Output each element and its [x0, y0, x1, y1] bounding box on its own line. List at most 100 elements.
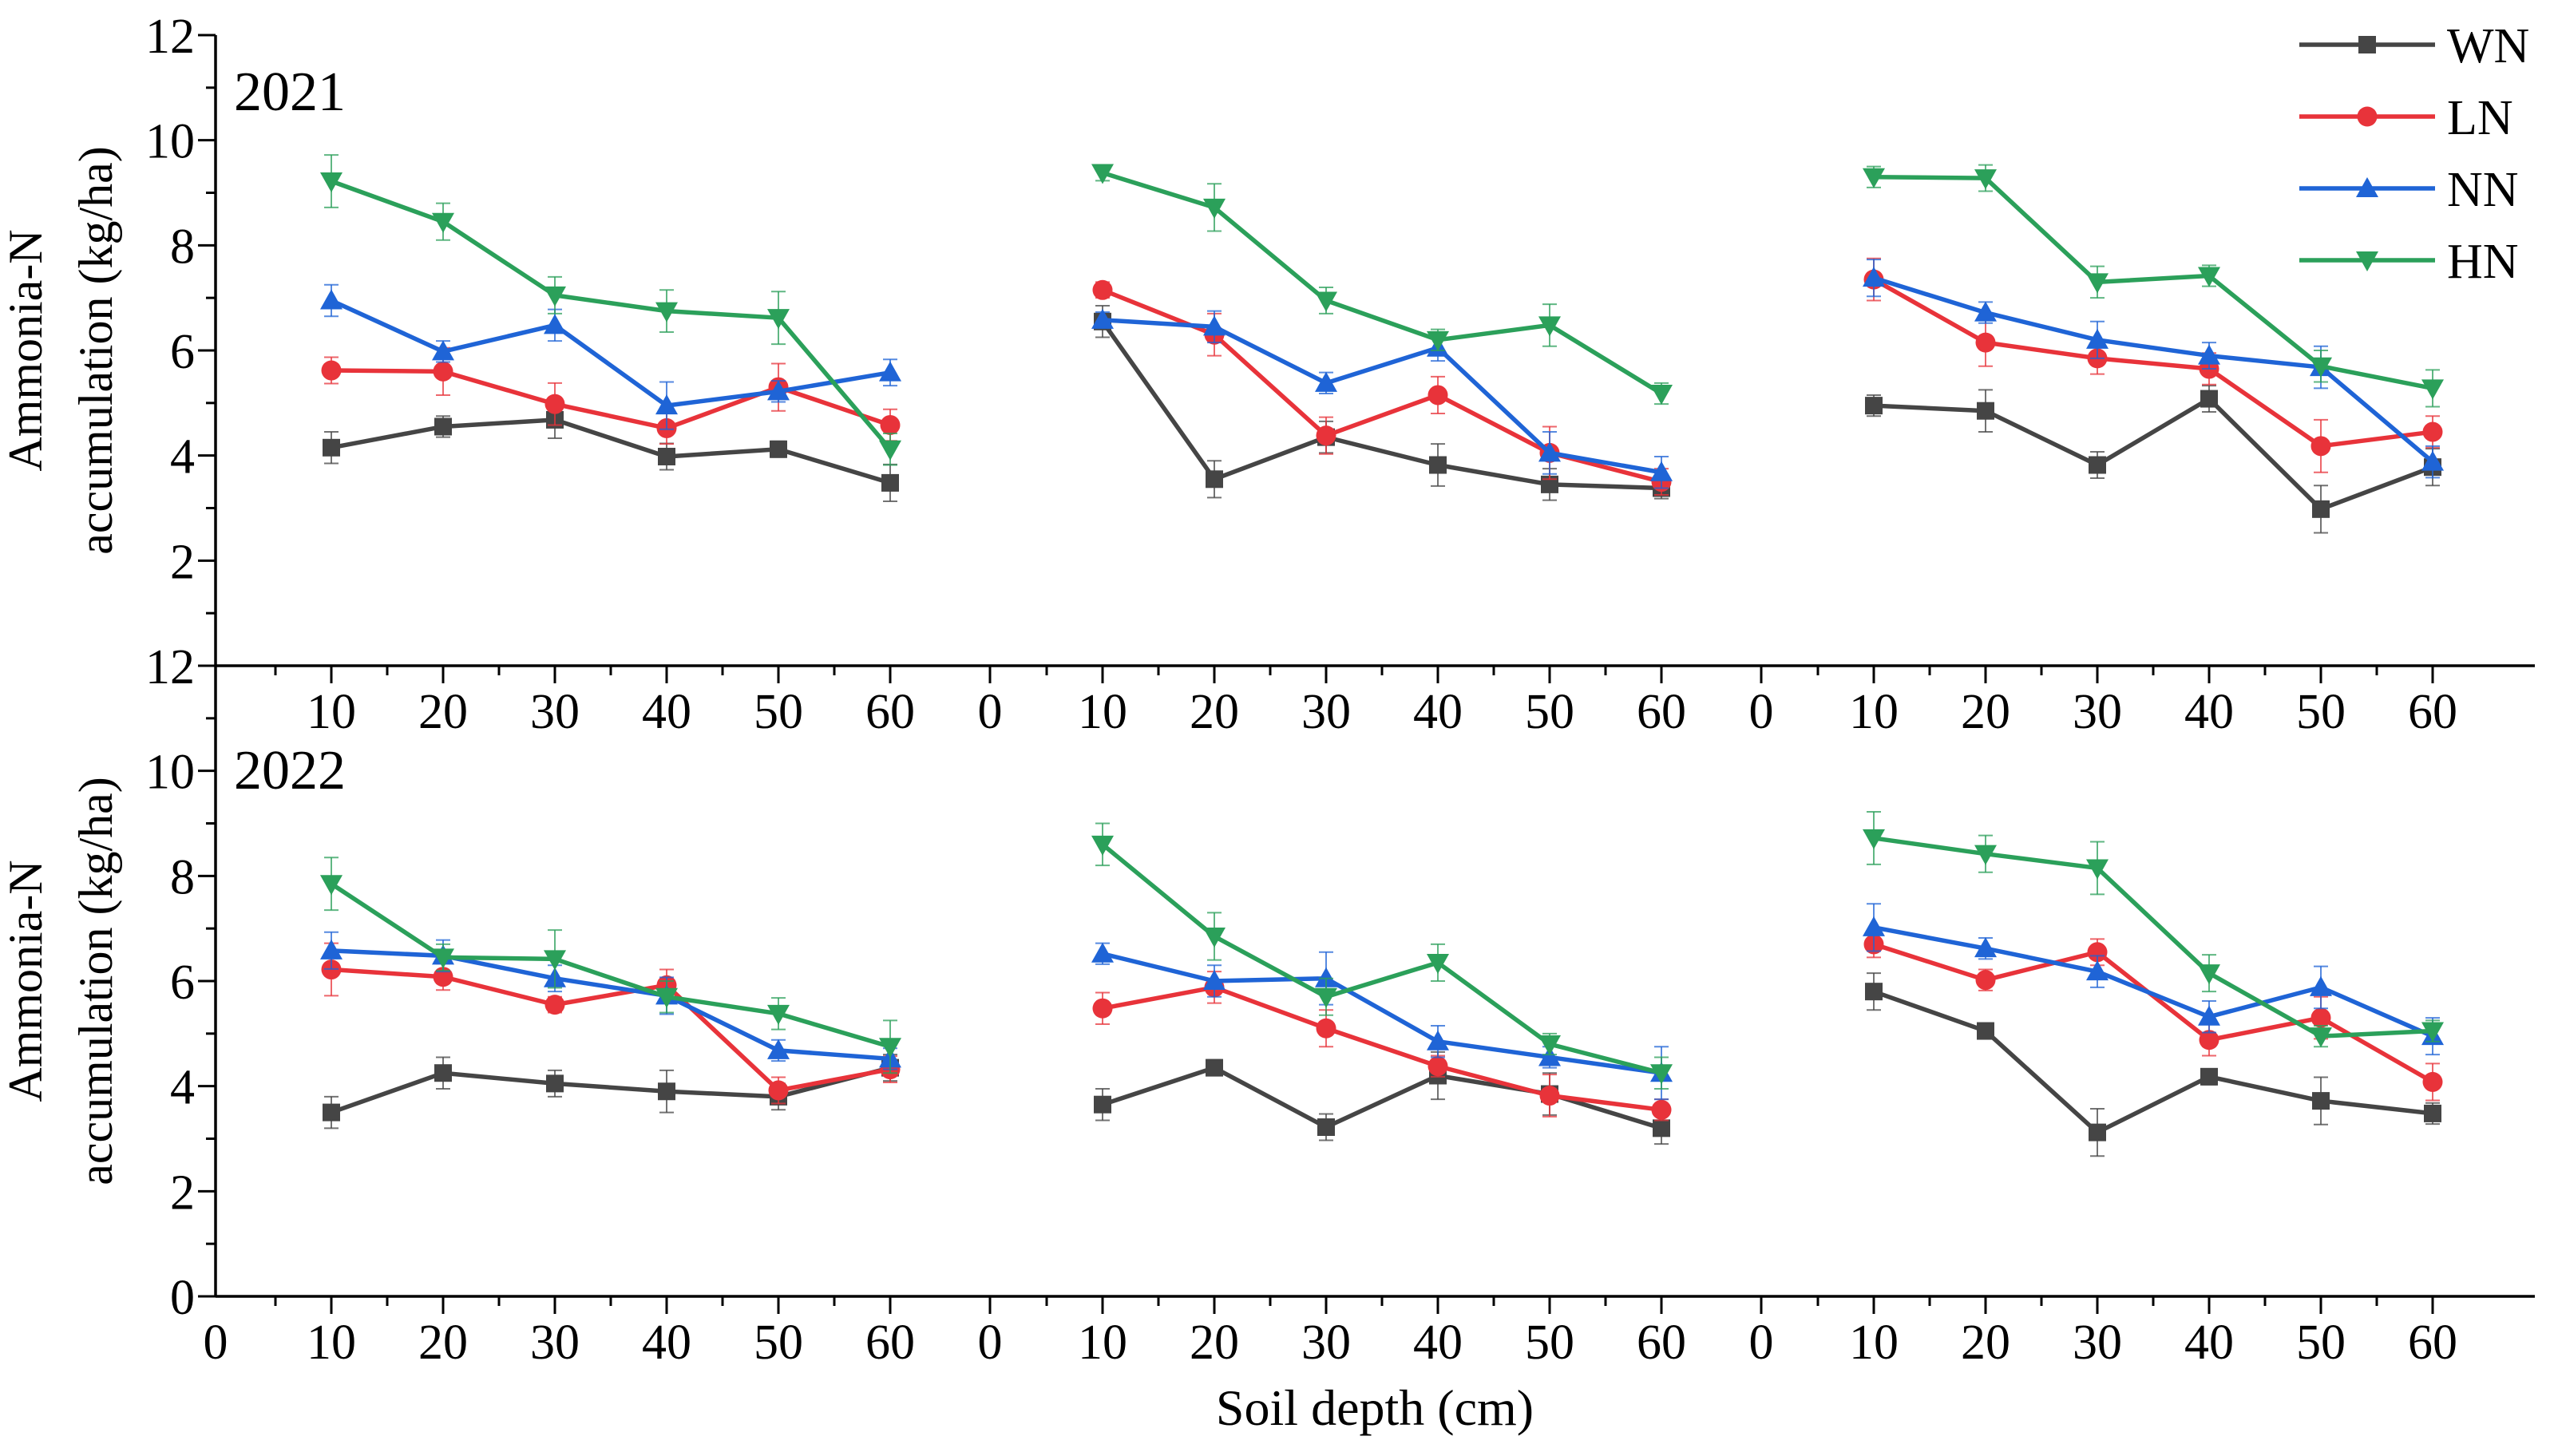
data-point-ln: [544, 394, 565, 414]
data-point-nn: [320, 939, 343, 959]
data-point-wn: [1206, 470, 1223, 489]
x-tick-label: 30: [530, 685, 580, 739]
data-point-ln: [2310, 436, 2331, 457]
x-tick-label: 20: [418, 1316, 468, 1370]
series-line-wn: [331, 1065, 891, 1115]
data-point-hn: [2086, 273, 2109, 294]
data-point-hn: [1315, 291, 1337, 312]
y-tick-label: 12: [145, 10, 195, 64]
data-point-nn: [2086, 960, 2109, 981]
data-point-wn: [658, 447, 675, 465]
data-point-nn: [879, 361, 901, 382]
y-tick-label: 10: [145, 115, 195, 169]
x-tick-label: 40: [2184, 1316, 2234, 1370]
data-point-nn: [1974, 937, 1997, 958]
x-tick-label: 0: [1749, 1316, 1774, 1370]
data-point-hn: [432, 212, 454, 233]
data-point-ln: [2310, 1007, 2331, 1028]
data-point-hn: [2198, 267, 2220, 287]
data-point-hn: [1650, 384, 1673, 405]
data-point-ln: [2087, 942, 2108, 963]
x-tick-label: 40: [1413, 1316, 1463, 1370]
data-point-nn: [432, 340, 454, 361]
series-line-nn: [330, 298, 891, 408]
series-line-nn: [1102, 952, 1662, 1075]
data-point-ln: [321, 360, 342, 381]
y-axis-title: Ammonia-N: [0, 860, 52, 1102]
data-point-hn: [2421, 379, 2444, 400]
data-point-hn: [2421, 1022, 2444, 1043]
x-tick-label: 20: [1190, 685, 1239, 739]
x-tick-label: 50: [2296, 1316, 2346, 1370]
data-point-hn: [1427, 953, 1449, 974]
x-tick-label: 30: [2073, 685, 2122, 739]
data-point-hn: [1203, 198, 1226, 219]
data-point-nn: [2310, 975, 2332, 996]
data-point-hn: [655, 302, 678, 322]
data-point-hn: [879, 1038, 901, 1058]
data-point-ln: [1975, 970, 1996, 991]
data-point-nn: [1974, 301, 1997, 322]
data-point-wn: [2089, 1123, 2106, 1141]
data-point-ln: [1651, 1099, 1672, 1120]
y-tick-label: 4: [170, 1061, 195, 1115]
data-point-hn: [544, 286, 566, 307]
data-point-nn: [2086, 328, 2109, 349]
data-point-nn: [2198, 1005, 2220, 1026]
data-point-hn: [1538, 316, 1561, 337]
legend-label-nn: NN: [2447, 163, 2519, 217]
data-point-wn: [1317, 1118, 1335, 1137]
x-tick-label: 30: [530, 1316, 580, 1370]
x-tick-label: 0: [978, 1316, 1003, 1370]
x-tick-label: 20: [418, 685, 468, 739]
data-point-hn: [1863, 829, 1885, 849]
data-point-nn: [1203, 970, 1226, 990]
legend-label-ln: LN: [2447, 91, 2513, 145]
series-line-nn: [1873, 275, 2434, 464]
data-point-hn: [2086, 859, 2109, 880]
x-tick-label: 50: [1525, 685, 1574, 739]
x-tick-label: 20: [1961, 1316, 2010, 1370]
x-tick-label: 20: [1961, 685, 2010, 739]
y-axis-title: Ammonia-N: [0, 229, 52, 471]
legend-label-wn: WN: [2447, 19, 2529, 73]
data-point-hn: [767, 309, 790, 330]
data-point-wn: [2424, 1104, 2441, 1122]
data-point-ln: [544, 995, 565, 1015]
legend-marker-nn: [2356, 177, 2378, 197]
data-point-ln: [1316, 425, 1336, 446]
x-tick-label: 40: [1413, 685, 1463, 739]
data-point-nn: [1091, 308, 1114, 329]
data-point-ln: [433, 361, 453, 382]
series-line-ln: [1102, 985, 1662, 1113]
x-tick-label: 0: [1749, 685, 1774, 739]
data-point-ln: [2199, 1030, 2219, 1050]
legend-marker-wn: [2358, 36, 2376, 53]
x-tick-label: 50: [2296, 685, 2346, 739]
data-point-nn: [655, 394, 678, 415]
y-tick-label: 6: [170, 325, 195, 379]
data-point-nn: [1863, 916, 1885, 936]
series-line-wn: [1100, 320, 1662, 491]
data-point-wn: [1865, 983, 1883, 1001]
data-point-hn: [1974, 169, 1997, 190]
data-point-wn: [1429, 456, 1447, 474]
y-tick-label: 12: [145, 640, 195, 694]
data-point-hn: [1203, 928, 1226, 948]
data-point-hn: [2310, 1027, 2332, 1048]
x-axis-title: Soil depth (cm): [1216, 1379, 1534, 1436]
x-tick-label: 0: [204, 1316, 228, 1370]
data-point-hn: [879, 440, 901, 461]
data-point-ln: [1427, 1056, 1448, 1077]
data-point-wn: [1977, 1022, 1994, 1040]
x-tick-label: 60: [865, 1316, 915, 1370]
y-tick-label: 2: [170, 535, 195, 589]
x-tick-label: 10: [1849, 685, 1899, 739]
series-line-ln: [1872, 277, 2433, 449]
data-point-wn: [434, 1064, 452, 1082]
series-line-hn: [1873, 836, 2433, 1039]
data-point-hn: [1974, 845, 1997, 865]
data-point-nn: [767, 1039, 790, 1059]
data-point-wn: [323, 438, 340, 457]
x-tick-label: 10: [1078, 685, 1127, 739]
